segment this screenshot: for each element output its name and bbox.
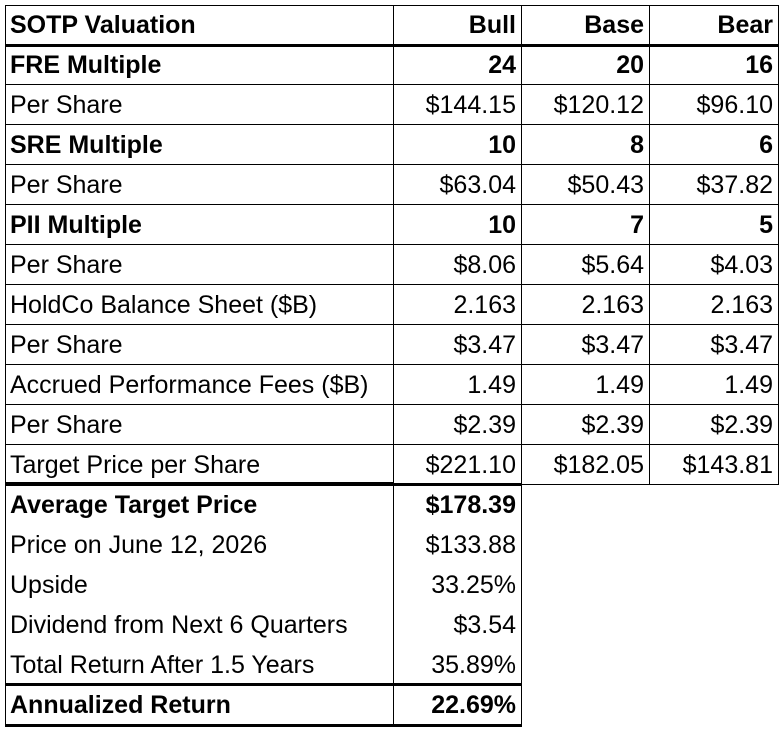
table-row: Accrued Performance Fees ($B) 1.49 1.49 1.4… <box>5 365 778 405</box>
table-row: Per Share $8.06 $5.64 $4.03 <box>5 245 778 285</box>
divider <box>5 5 6 725</box>
bull-value: $2.39 <box>393 405 521 445</box>
bull-value: $144.15 <box>393 85 521 125</box>
summary-value: $178.39 <box>425 491 516 519</box>
summary-row: Upside 33.25% <box>5 565 521 605</box>
table-row: SRE Multiple 10 8 6 <box>5 125 778 165</box>
bear-value: 5 <box>649 205 778 245</box>
base-value: $2.39 <box>521 405 649 445</box>
table-row: PII Multiple 10 7 5 <box>5 205 778 245</box>
divider <box>5 683 522 686</box>
table-row: FRE Multiple 24 20 16 <box>5 45 778 85</box>
row-label: Per Share <box>5 245 393 285</box>
divider <box>393 484 779 485</box>
bear-value: 6 <box>649 125 778 165</box>
summary-row: Total Return After 1.5 Years 35.89% <box>5 645 521 685</box>
column-header-bear: Bear <box>649 5 778 45</box>
bear-value: $37.82 <box>649 165 778 205</box>
row-label: PII Multiple <box>5 205 393 245</box>
summary-value: 22.69% <box>431 691 516 719</box>
divider <box>778 5 779 485</box>
divider <box>5 483 522 486</box>
bear-value: 16 <box>649 45 778 85</box>
table-row: Per Share $2.39 $2.39 $2.39 <box>5 405 778 445</box>
summary-label: Average Target Price <box>10 491 258 519</box>
divider <box>5 44 779 47</box>
row-label: Per Share <box>5 325 393 365</box>
bear-value: $143.81 <box>649 445 778 485</box>
base-value: $3.47 <box>521 325 649 365</box>
divider <box>521 5 522 725</box>
table-row: Target Price per Share $221.10 $182.05 $143… <box>5 445 778 485</box>
table-row: Per Share $3.47 $3.47 $3.47 <box>5 325 778 365</box>
table-title: SOTP Valuation <box>5 5 393 45</box>
table-row: HoldCo Balance Sheet ($B) 2.163 2.163 2.163 <box>5 285 778 325</box>
base-value: $182.05 <box>521 445 649 485</box>
divider <box>393 5 394 725</box>
summary-value: 35.89% <box>431 651 516 679</box>
summary-label: Price on June 12, 2026 <box>10 531 268 559</box>
base-value: $5.64 <box>521 245 649 285</box>
bull-value: 1.49 <box>393 365 521 405</box>
base-value: $50.43 <box>521 165 649 205</box>
bull-value: 10 <box>393 205 521 245</box>
divider <box>649 5 650 485</box>
summary-label: Upside <box>10 571 88 599</box>
summary-label: Total Return After 1.5 Years <box>10 651 315 679</box>
column-header-base: Base <box>521 5 649 45</box>
summary-label: Dividend from Next 6 Quarters <box>10 611 348 639</box>
base-value: 20 <box>521 45 649 85</box>
table-header-row: SOTP Valuation Bull Base Bear <box>5 5 778 45</box>
bear-value: 2.163 <box>649 285 778 325</box>
bear-value: $2.39 <box>649 405 778 445</box>
table-row: Per Share $63.04 $50.43 $37.82 <box>5 165 778 205</box>
row-label: HoldCo Balance Sheet ($B) <box>5 285 393 325</box>
base-value: 1.49 <box>521 365 649 405</box>
bull-value: $221.10 <box>393 445 521 485</box>
bull-value: 10 <box>393 125 521 165</box>
base-value: 8 <box>521 125 649 165</box>
divider <box>5 5 779 6</box>
summary-value: $3.54 <box>453 611 516 639</box>
bear-value: 1.49 <box>649 365 778 405</box>
base-value: $120.12 <box>521 85 649 125</box>
bull-value: $63.04 <box>393 165 521 205</box>
row-label: SRE Multiple <box>5 125 393 165</box>
row-label: Target Price per Share <box>5 445 393 485</box>
summary-label: Annualized Return <box>10 691 231 719</box>
row-label: Per Share <box>5 165 393 205</box>
bull-value: $3.47 <box>393 325 521 365</box>
row-label: Accrued Performance Fees ($B) <box>5 365 393 405</box>
bull-value: $8.06 <box>393 245 521 285</box>
summary-row: Price on June 12, 2026 $133.88 <box>5 525 521 565</box>
bear-value: $96.10 <box>649 85 778 125</box>
summary-row: Annualized Return 22.69% <box>5 685 521 725</box>
row-label: FRE Multiple <box>5 45 393 85</box>
row-label: Per Share <box>5 85 393 125</box>
base-value: 7 <box>521 205 649 245</box>
column-header-bull: Bull <box>393 5 521 45</box>
summary-value: $133.88 <box>425 531 516 559</box>
summary-row: Dividend from Next 6 Quarters $3.54 <box>5 605 521 645</box>
divider <box>5 724 522 727</box>
summary-row: Average Target Price $178.39 <box>5 485 521 525</box>
base-value: 2.163 <box>521 285 649 325</box>
bull-value: 2.163 <box>393 285 521 325</box>
bull-value: 24 <box>393 45 521 85</box>
table-row: Per Share $144.15 $120.12 $96.10 <box>5 85 778 125</box>
row-label: Per Share <box>5 405 393 445</box>
summary-value: 33.25% <box>431 571 516 599</box>
bear-value: $4.03 <box>649 245 778 285</box>
bear-value: $3.47 <box>649 325 778 365</box>
